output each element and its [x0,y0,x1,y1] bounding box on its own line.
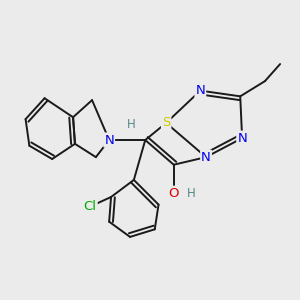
Text: N: N [237,132,247,145]
Text: Cl: Cl [84,200,97,213]
Text: O: O [169,187,179,200]
Text: N: N [196,84,205,97]
Text: H: H [127,118,136,131]
Text: S: S [162,116,170,129]
Text: H: H [187,187,196,200]
Text: N: N [104,134,114,146]
Text: N: N [201,151,211,164]
